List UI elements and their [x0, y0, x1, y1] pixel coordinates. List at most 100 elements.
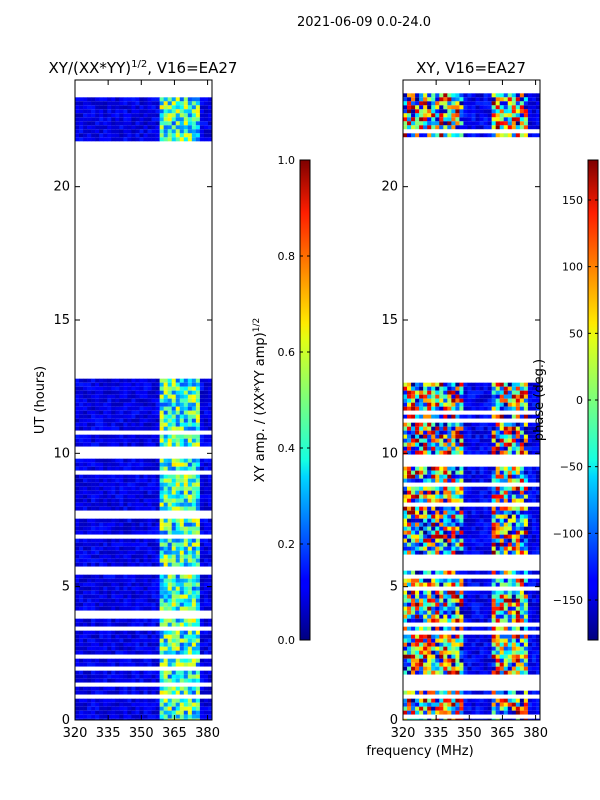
- heatmap-cell: [139, 706, 144, 711]
- heatmap-cell: [187, 618, 193, 623]
- heatmap-cell: [523, 398, 529, 403]
- heatmap-cell: [459, 490, 464, 495]
- heatmap-cell: [99, 606, 104, 611]
- heatmap-cell: [111, 622, 116, 627]
- heatmap-cell: [467, 398, 472, 403]
- heatmap-cell: [171, 578, 177, 583]
- heatmap-cell: [403, 618, 408, 623]
- heatmap-cell: [483, 534, 488, 539]
- heatmap-cell: [111, 602, 116, 607]
- heatmap-cell: [207, 466, 213, 471]
- heatmap-cell: [135, 718, 140, 720]
- heatmap-cell: [135, 586, 140, 591]
- heatmap-cell: [87, 558, 92, 563]
- heatmap-cell: [423, 542, 428, 547]
- left-colorbar: [299, 159, 311, 641]
- heatmap-cell: [99, 494, 104, 499]
- heatmap-cell: [427, 434, 432, 439]
- heatmap-cell: [503, 398, 509, 403]
- heatmap-cell: [175, 554, 181, 559]
- heatmap-cell: [431, 610, 436, 615]
- heatmap-cell: [455, 638, 460, 643]
- heatmap-row: [403, 402, 541, 407]
- heatmap-cell: [167, 538, 173, 543]
- heatmap-cell: [203, 398, 209, 403]
- heatmap-cell: [127, 398, 132, 403]
- heatmap-cell: [203, 494, 209, 499]
- heatmap-cell: [155, 478, 160, 483]
- heatmap-cell: [135, 630, 140, 635]
- heatmap-cell: [123, 606, 128, 611]
- heatmap-cell: [155, 482, 160, 487]
- heatmap-cell: [103, 574, 108, 579]
- heatmap-cell: [431, 474, 436, 479]
- heatmap-row: [403, 534, 541, 539]
- heatmap-cell: [83, 117, 88, 122]
- heatmap-cell: [83, 622, 88, 627]
- heatmap-cell: [175, 630, 181, 635]
- heatmap-row: [403, 650, 541, 655]
- heatmap-cell: [511, 478, 517, 483]
- heatmap-cell: [419, 658, 424, 663]
- heatmap-cell: [111, 638, 116, 643]
- heatmap-cell: [511, 570, 517, 575]
- heatmap-row: [75, 658, 213, 663]
- heatmap-cell: [95, 121, 100, 126]
- heatmap-cell: [475, 542, 480, 547]
- heatmap-cell: [135, 113, 140, 118]
- heatmap-row: [75, 117, 213, 122]
- heatmap-cell: [435, 610, 440, 615]
- heatmap-cell: [199, 458, 205, 463]
- heatmap-cell: [79, 101, 84, 106]
- heatmap-cell: [159, 686, 164, 691]
- heatmap-cell: [163, 634, 168, 639]
- heatmap-cell: [83, 406, 88, 411]
- heatmap-cell: [187, 434, 193, 439]
- heatmap-cell: [207, 378, 213, 383]
- heatmap-cell: [183, 642, 189, 647]
- heatmap-cell: [151, 678, 156, 683]
- heatmap-cell: [407, 530, 412, 535]
- heatmap-cell: [151, 422, 156, 427]
- heatmap-cell: [195, 634, 201, 639]
- heatmap-cell: [503, 594, 509, 599]
- heatmap-cell: [187, 117, 193, 122]
- heatmap-cell: [451, 658, 456, 663]
- heatmap-cell: [147, 486, 152, 491]
- heatmap-cell: [531, 598, 537, 603]
- heatmap-cell: [127, 702, 132, 707]
- heatmap-cell: [491, 386, 496, 391]
- heatmap-cell: [511, 386, 517, 391]
- heatmap-cell: [419, 430, 424, 435]
- heatmap-cell: [87, 97, 92, 102]
- heatmap-cell: [427, 582, 432, 587]
- heatmap-cell: [183, 442, 189, 447]
- heatmap-cell: [111, 518, 116, 523]
- heatmap-cell: [503, 442, 509, 447]
- heatmap-cell: [131, 594, 136, 599]
- heatmap-cell: [203, 638, 209, 643]
- heatmap-cell: [459, 498, 464, 503]
- heatmap-cell: [431, 402, 436, 407]
- heatmap-cell: [147, 129, 152, 134]
- heatmap-cell: [99, 578, 104, 583]
- heatmap-cell: [99, 658, 104, 663]
- heatmap-cell: [435, 414, 440, 419]
- flagged-row: [403, 586, 540, 591]
- heatmap-cell: [479, 534, 484, 539]
- heatmap-cell: [79, 598, 84, 603]
- heatmap-cell: [115, 502, 120, 507]
- heatmap-row: [403, 518, 541, 523]
- heatmap-cell: [423, 690, 428, 695]
- heatmap-cell: [99, 602, 104, 607]
- heatmap-cell: [207, 542, 213, 547]
- heatmap-cell: [75, 414, 80, 419]
- heatmap-cell: [535, 578, 541, 583]
- heatmap-cell: [523, 422, 529, 427]
- heatmap-cell: [427, 542, 432, 547]
- heatmap-cell: [139, 530, 144, 535]
- heatmap-cell: [191, 438, 197, 443]
- heatmap-cell: [199, 710, 205, 715]
- heatmap-cell: [487, 426, 492, 431]
- heatmap-cell: [79, 482, 84, 487]
